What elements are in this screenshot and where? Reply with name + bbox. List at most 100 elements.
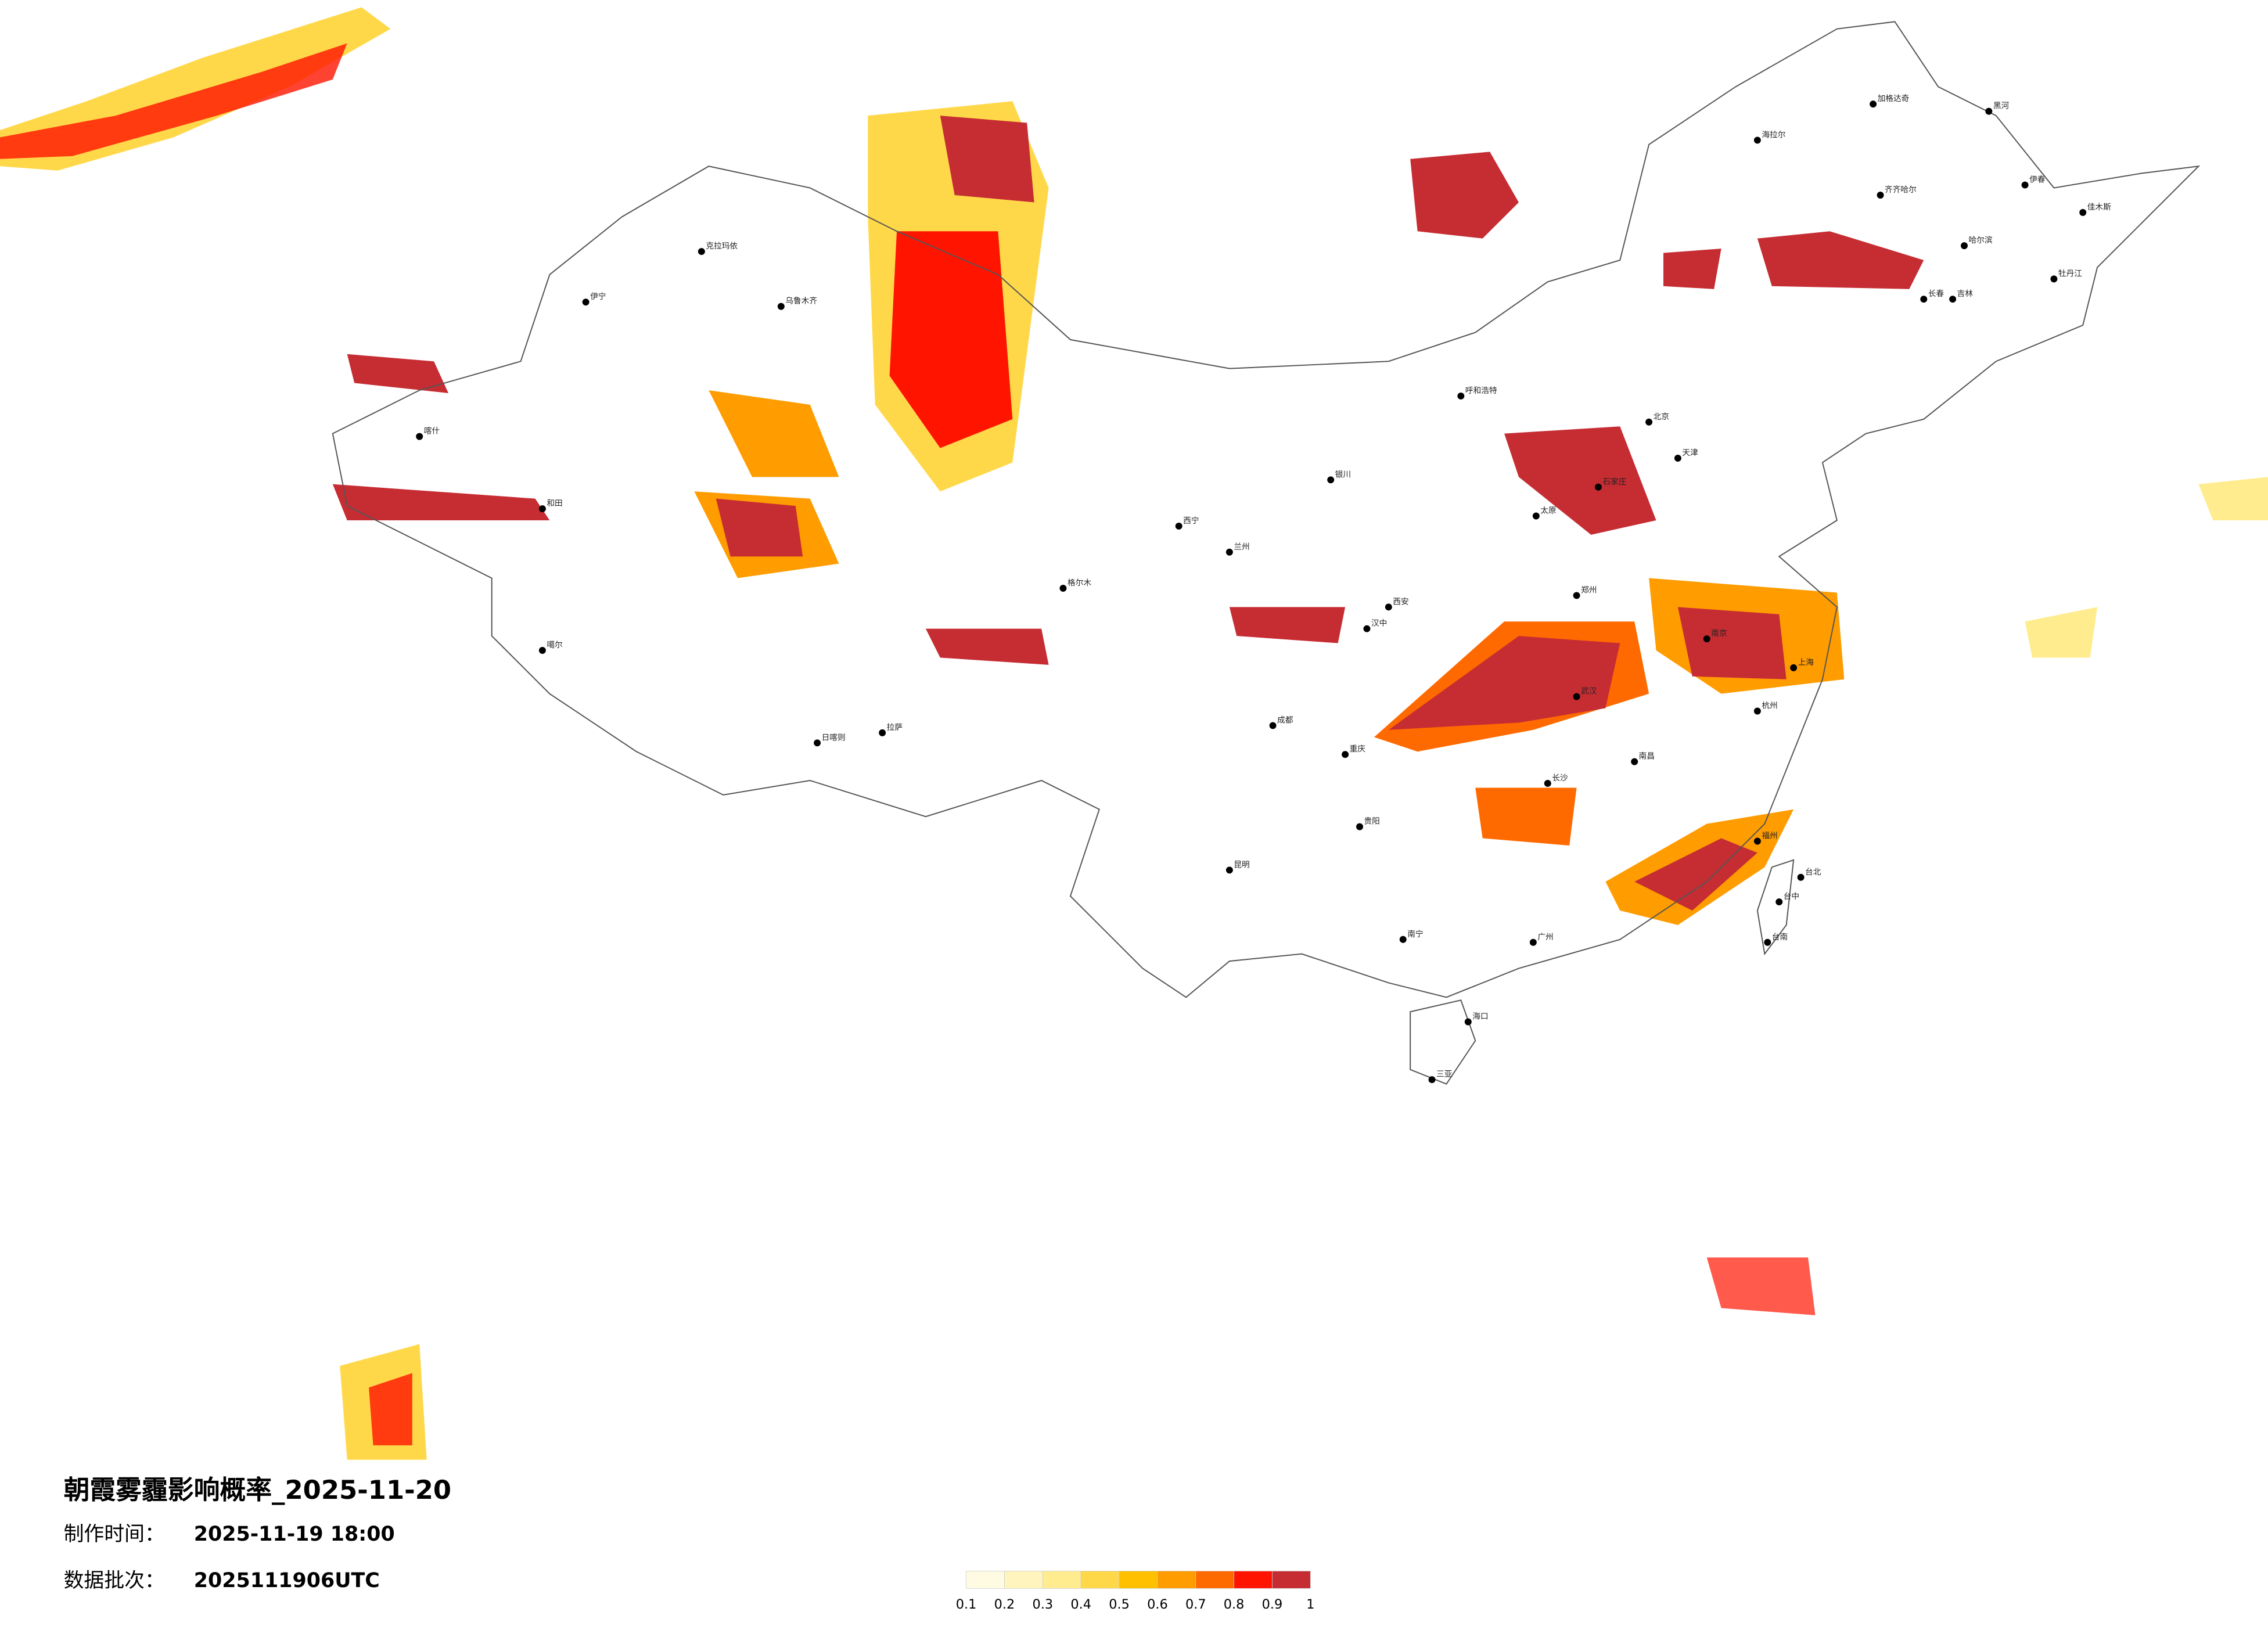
haze-patch	[1388, 636, 1620, 730]
city-dot	[1764, 938, 1771, 946]
city-dot	[1342, 751, 1349, 758]
city-label: 南宁	[1407, 929, 1423, 939]
city-dot	[1877, 192, 1884, 199]
city-label: 长沙	[1552, 774, 1568, 783]
haze-patch	[940, 116, 1034, 203]
meta-value: 2025111906UTC	[194, 1569, 380, 1592]
city-dot	[1399, 936, 1407, 943]
city-dot	[1594, 483, 1602, 491]
haze-patch	[1410, 152, 1519, 239]
city-dot	[1532, 512, 1540, 520]
city-dot	[1269, 722, 1277, 729]
city-label: 呼和浩特	[1465, 386, 1497, 395]
city-label: 北京	[1654, 412, 1669, 422]
city-label: 台南	[1772, 933, 1788, 942]
city-dot	[1703, 635, 1710, 643]
city-label: 西安	[1393, 597, 1408, 606]
city-label: 和田	[547, 499, 562, 508]
haze-patch	[1663, 249, 1721, 289]
city-label: 南昌	[1639, 752, 1655, 761]
legend-swatch	[966, 1571, 1005, 1589]
city-dot	[538, 647, 546, 654]
legend-swatch	[1004, 1571, 1043, 1589]
city-label: 海拉尔	[1762, 130, 1785, 139]
city-dot	[1573, 592, 1580, 599]
city-dot	[1753, 837, 1761, 845]
city-label: 海口	[1472, 1012, 1488, 1021]
city-label: 加格达奇	[1878, 93, 1910, 103]
haze-patch	[2025, 607, 2098, 658]
city-label: 黑河	[1993, 102, 2010, 111]
city-dot	[1363, 625, 1371, 632]
city-dot	[1870, 100, 1877, 108]
city-label: 太原	[1540, 506, 1556, 516]
city-dot	[1790, 664, 1798, 671]
haze-patch	[716, 498, 803, 557]
city-label: 银川	[1335, 470, 1351, 479]
city-label: 福州	[1762, 832, 1777, 841]
city-label: 佳木斯	[2087, 203, 2111, 212]
map-title: 朝霞雾霾影响概率_2025-11-20	[64, 1474, 452, 1505]
city-dot	[1544, 780, 1551, 787]
meta-value: 2025-11-19 18:00	[194, 1523, 395, 1546]
haze-patch	[925, 628, 1049, 665]
city-label: 齐齐哈尔	[1885, 185, 1917, 195]
city-dot	[1797, 873, 1805, 881]
legend-swatch	[1042, 1571, 1081, 1589]
legend-swatch	[1272, 1571, 1311, 1589]
city-label: 伊春	[2029, 175, 2046, 185]
city-label: 牡丹江	[2058, 269, 2082, 278]
taiwan-outline	[1756, 859, 1795, 956]
city-dot	[1985, 107, 1993, 115]
city-dot	[1631, 758, 1638, 765]
meta-label: 数据批次：	[64, 1569, 165, 1592]
city-label: 南京	[1711, 629, 1727, 638]
city-dot	[1753, 707, 1761, 715]
hainan-outline	[1410, 999, 1476, 1085]
haze-patch	[0, 43, 347, 159]
city-dot	[1674, 455, 1681, 462]
city-label: 昆明	[1234, 860, 1249, 869]
city-dot	[1428, 1076, 1436, 1084]
city-dot	[1225, 548, 1233, 556]
legend-tick-label: 0.7	[1185, 1597, 1206, 1612]
city-dot	[1327, 476, 1335, 484]
city-dot	[1457, 392, 1465, 400]
legend: 0.1 0.2 0.3 0.4 0.5 0.6 0.7 0.8 0.9 1	[956, 1571, 1314, 1612]
city-label: 武汉	[1581, 687, 1597, 696]
city-label: 汉中	[1371, 619, 1387, 628]
haze-patch	[2198, 477, 2268, 520]
city-dot	[1775, 898, 1783, 906]
city-dot	[1961, 242, 1968, 250]
haze-patch	[709, 390, 839, 477]
haze-patch	[332, 484, 550, 520]
city-label: 日喀则	[822, 733, 846, 742]
city-label: 克拉玛依	[706, 242, 738, 251]
city-dot	[879, 729, 886, 736]
city-label: 喀什	[424, 427, 440, 436]
city-label: 哈尔滨	[1968, 236, 1992, 245]
city-label: 上海	[1798, 658, 1814, 667]
haze-patch	[1706, 1257, 1816, 1315]
haze-patch	[1634, 838, 1757, 911]
city-label: 伊宁	[590, 292, 606, 301]
legend-tick-label: 0.3	[1033, 1597, 1054, 1612]
city-label: 长春	[1928, 289, 1944, 298]
city-dot	[1059, 585, 1067, 592]
city-label: 杭州	[1762, 702, 1777, 711]
legend-tick-label: 0.9	[1262, 1597, 1283, 1612]
city-dot	[538, 505, 546, 513]
city-label: 乌鲁木齐	[785, 297, 817, 306]
city-dot	[416, 433, 423, 440]
city-dot	[1464, 1018, 1472, 1026]
legend-tick-label: 0.8	[1224, 1597, 1245, 1612]
haze-patch	[347, 354, 449, 393]
city-label: 台北	[1805, 868, 1821, 877]
city-dot	[1529, 938, 1537, 946]
city-dot	[777, 303, 785, 310]
legend-tick-label: 0.5	[1109, 1597, 1130, 1612]
city-label: 拉萨	[887, 723, 903, 732]
meta-label: 制作时间：	[64, 1523, 165, 1546]
legend-tick-label: 0.6	[1147, 1597, 1168, 1612]
